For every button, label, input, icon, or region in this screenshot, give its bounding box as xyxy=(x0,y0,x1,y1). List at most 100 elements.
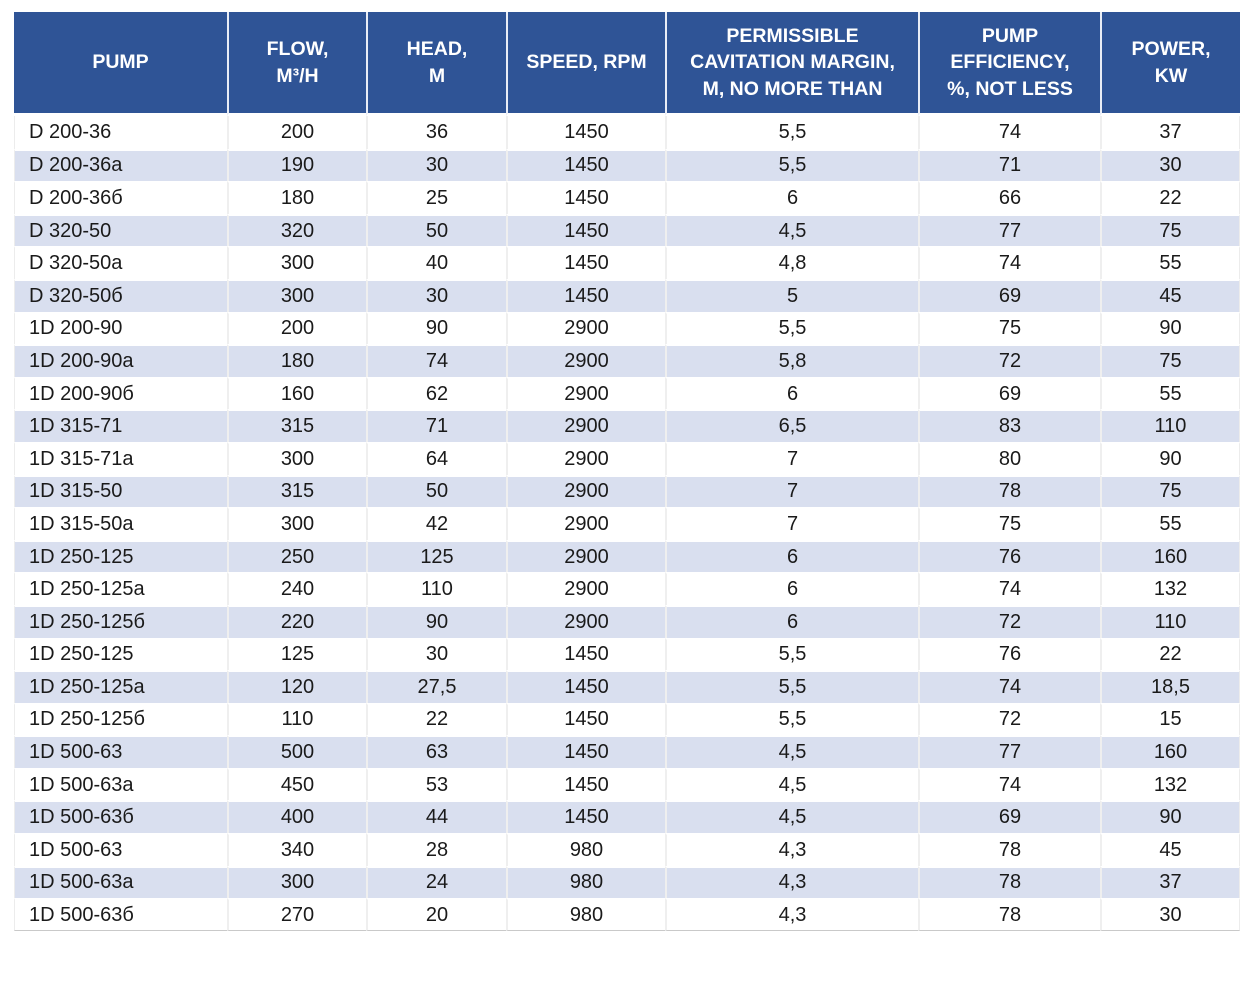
table-row: 1D 200-90 200 90 2900 5,5 75 90 xyxy=(14,311,1240,345)
table-row: 1D 250-125a 240 110 2900 6 74 132 xyxy=(14,572,1240,605)
cell-speed: 980 xyxy=(506,898,665,931)
cell-speed: 2900 xyxy=(506,376,665,410)
cell-speed: 2900 xyxy=(506,507,665,540)
cell-flow: 400 xyxy=(227,800,366,834)
cell-head: 36 xyxy=(366,116,506,149)
cell-speed: 1450 xyxy=(506,181,665,214)
cell-power: 18,5 xyxy=(1100,670,1240,703)
pump-specifications-table: PUMP FLOW, M³/H HEAD, M SPEED, RPM PERMI… xyxy=(14,12,1240,931)
table-row: 1D 315-50 315 50 2900 7 78 75 xyxy=(14,474,1240,508)
cell-head: 28 xyxy=(366,833,506,866)
table-row: 1D 500-63б 400 44 1450 4,5 69 90 xyxy=(14,800,1240,834)
cell-speed: 2900 xyxy=(506,344,665,377)
cell-head: 64 xyxy=(366,441,506,475)
cell-pump: 1D 250-125б xyxy=(14,702,227,736)
cell-pump: 1D 250-125a xyxy=(14,670,227,703)
cell-pump: 1D 315-71a xyxy=(14,441,227,475)
cell-speed: 1450 xyxy=(506,800,665,834)
cell-head: 63 xyxy=(366,735,506,768)
cell-flow: 315 xyxy=(227,474,366,508)
cell-cavitation_margin: 7 xyxy=(665,474,918,508)
cell-flow: 220 xyxy=(227,604,366,638)
cell-power: 37 xyxy=(1100,116,1240,149)
cell-power: 55 xyxy=(1100,507,1240,540)
cell-power: 75 xyxy=(1100,213,1240,247)
cell-pump: 1D 500-63б xyxy=(14,800,227,834)
cell-speed: 1450 xyxy=(506,148,665,182)
cell-power: 15 xyxy=(1100,702,1240,736)
cell-cavitation_margin: 5,5 xyxy=(665,702,918,736)
cell-flow: 300 xyxy=(227,865,366,899)
cell-pump: 1D 500-63a xyxy=(14,865,227,899)
table-row: 1D 500-63 500 63 1450 4,5 77 160 xyxy=(14,735,1240,768)
cell-head: 22 xyxy=(366,702,506,736)
page: PUMP FLOW, M³/H HEAD, M SPEED, RPM PERMI… xyxy=(14,12,1240,931)
cell-speed: 980 xyxy=(506,833,665,866)
cell-efficiency: 75 xyxy=(918,507,1100,540)
cell-efficiency: 77 xyxy=(918,213,1100,247)
table-row: 1D 250-125б 220 90 2900 6 72 110 xyxy=(14,604,1240,638)
cell-speed: 1450 xyxy=(506,670,665,703)
cell-flow: 300 xyxy=(227,441,366,475)
cell-pump: D 320-50a xyxy=(14,246,227,279)
cell-cavitation_margin: 7 xyxy=(665,441,918,475)
cell-power: 55 xyxy=(1100,246,1240,279)
column-header-flow: FLOW, M³/H xyxy=(227,12,366,116)
cell-flow: 110 xyxy=(227,702,366,736)
cell-pump: 1D 200-90 xyxy=(14,311,227,345)
cell-efficiency: 78 xyxy=(918,898,1100,931)
cell-flow: 320 xyxy=(227,213,366,247)
cell-flow: 450 xyxy=(227,767,366,801)
cell-efficiency: 72 xyxy=(918,344,1100,377)
table-row: 1D 200-90б 160 62 2900 6 69 55 xyxy=(14,376,1240,410)
cell-cavitation_margin: 7 xyxy=(665,507,918,540)
cell-head: 50 xyxy=(366,474,506,508)
cell-head: 53 xyxy=(366,767,506,801)
cell-cavitation_margin: 4,5 xyxy=(665,767,918,801)
cell-pump: 1D 315-50a xyxy=(14,507,227,540)
cell-speed: 2900 xyxy=(506,604,665,638)
cell-cavitation_margin: 5,8 xyxy=(665,344,918,377)
cell-flow: 315 xyxy=(227,409,366,442)
cell-head: 71 xyxy=(366,409,506,442)
table-row: 1D 315-71 315 71 2900 6,5 83 110 xyxy=(14,409,1240,442)
cell-cavitation_margin: 6 xyxy=(665,539,918,573)
table-row: 1D 500-63a 300 24 980 4,3 78 37 xyxy=(14,865,1240,899)
cell-efficiency: 76 xyxy=(918,539,1100,573)
table-row: 1D 315-50a 300 42 2900 7 75 55 xyxy=(14,507,1240,540)
cell-efficiency: 69 xyxy=(918,278,1100,312)
cell-cavitation_margin: 5,5 xyxy=(665,116,918,149)
cell-head: 25 xyxy=(366,181,506,214)
table-row: 1D 250-125 125 30 1450 5,5 76 22 xyxy=(14,637,1240,671)
cell-cavitation_margin: 6 xyxy=(665,181,918,214)
cell-power: 75 xyxy=(1100,474,1240,508)
cell-cavitation_margin: 4,3 xyxy=(665,833,918,866)
cell-cavitation_margin: 5 xyxy=(665,278,918,312)
cell-efficiency: 78 xyxy=(918,474,1100,508)
cell-flow: 240 xyxy=(227,572,366,605)
cell-efficiency: 74 xyxy=(918,116,1100,149)
cell-power: 110 xyxy=(1100,604,1240,638)
cell-cavitation_margin: 5,5 xyxy=(665,670,918,703)
cell-speed: 2900 xyxy=(506,311,665,345)
cell-speed: 1450 xyxy=(506,702,665,736)
column-header-speed: SPEED, RPM xyxy=(506,12,665,116)
cell-head: 27,5 xyxy=(366,670,506,703)
cell-head: 125 xyxy=(366,539,506,573)
cell-speed: 1450 xyxy=(506,213,665,247)
cell-speed: 1450 xyxy=(506,735,665,768)
cell-pump: 1D 500-63 xyxy=(14,735,227,768)
cell-flow: 120 xyxy=(227,670,366,703)
cell-pump: 1D 250-125 xyxy=(14,637,227,671)
table-row: D 320-50б 300 30 1450 5 69 45 xyxy=(14,278,1240,312)
cell-power: 45 xyxy=(1100,278,1240,312)
cell-head: 44 xyxy=(366,800,506,834)
cell-efficiency: 77 xyxy=(918,735,1100,768)
cell-power: 55 xyxy=(1100,376,1240,410)
cell-power: 90 xyxy=(1100,800,1240,834)
cell-power: 110 xyxy=(1100,409,1240,442)
cell-speed: 2900 xyxy=(506,572,665,605)
cell-head: 62 xyxy=(366,376,506,410)
cell-pump: 1D 250-125 xyxy=(14,539,227,573)
cell-efficiency: 69 xyxy=(918,376,1100,410)
